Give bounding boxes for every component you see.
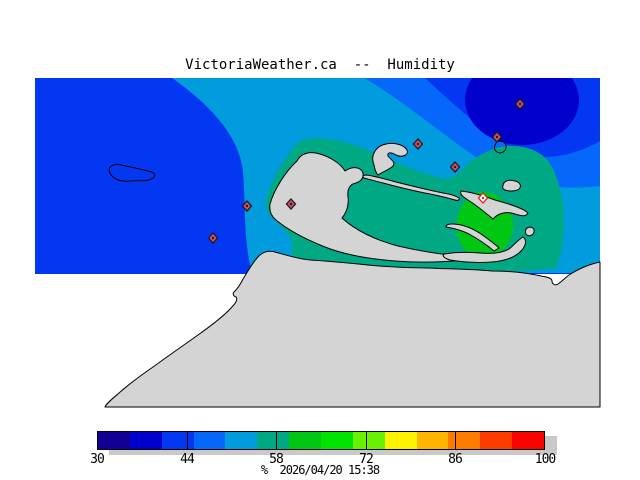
colorbar-segment-13	[512, 432, 545, 449]
colorbar-tick-label-44: 44	[180, 452, 195, 467]
colorbar-tick-72	[366, 431, 367, 450]
land-vancouver-island	[269, 152, 464, 263]
colorbar-segment-11	[448, 432, 481, 449]
colorbar-segment-1	[129, 432, 162, 449]
land-victoria-south-shore	[442, 236, 526, 263]
island-outlines	[108, 140, 507, 182]
colorbar-segment-10	[416, 432, 449, 449]
land-sidney-spit	[372, 142, 408, 176]
station-marker-center-1	[245, 204, 249, 208]
land-james-island	[502, 179, 521, 192]
island-outline-west	[108, 164, 156, 182]
field-level-35-40	[465, 78, 579, 145]
land-olympic-peninsula	[104, 250, 601, 408]
station-marker-center-2	[289, 202, 293, 206]
station-markers	[207, 98, 526, 244]
colorbar-tick-label-58: 58	[269, 452, 284, 467]
station-marker-center-3	[416, 142, 420, 146]
colorbar-segment-5	[257, 432, 290, 449]
land-victoria-harbour-spur	[445, 223, 500, 252]
colorbar-tick-label-100: 100	[534, 452, 556, 467]
land-victoria-northeast-arm	[460, 190, 529, 220]
land-saanich-peninsula-strip	[362, 174, 460, 201]
colorbar-segment-2	[161, 432, 194, 449]
colorbar-tick-86	[455, 431, 456, 450]
page-title: VictoriaWeather.ca -- Humidity	[185, 57, 455, 73]
colorbar-segment-7	[321, 432, 353, 449]
colorbar-segment-12	[480, 432, 513, 449]
colorbar-caption: % 2026/04/20 15:38	[260, 463, 380, 477]
island-outline-northeast	[493, 140, 507, 154]
colorbar-segment-0	[98, 432, 130, 449]
land-oak-bay-islet	[524, 226, 535, 237]
station-marker-center-6	[518, 102, 522, 106]
colorbar-tick-label-72: 72	[359, 452, 374, 467]
colorbar-segment-4	[225, 432, 258, 449]
colorbar-segment-6	[289, 432, 322, 449]
station-marker-center-5	[495, 135, 499, 139]
colorbar-tick-label-30: 30	[90, 452, 105, 467]
colorbar-segment-8	[352, 432, 385, 449]
colorbar-tick-label-86: 86	[448, 452, 463, 467]
colorbar-tick-58	[276, 431, 277, 450]
station-marker-center-4	[453, 165, 457, 169]
colorbar-segment-3	[193, 432, 226, 449]
landmass-group	[104, 142, 601, 408]
station-marker-center-0	[211, 236, 215, 240]
colorbar-segment-9	[384, 432, 417, 449]
colorbar-segments	[97, 431, 545, 450]
station-marker-center-7	[481, 196, 485, 200]
colorbar-tick-44	[187, 431, 188, 450]
